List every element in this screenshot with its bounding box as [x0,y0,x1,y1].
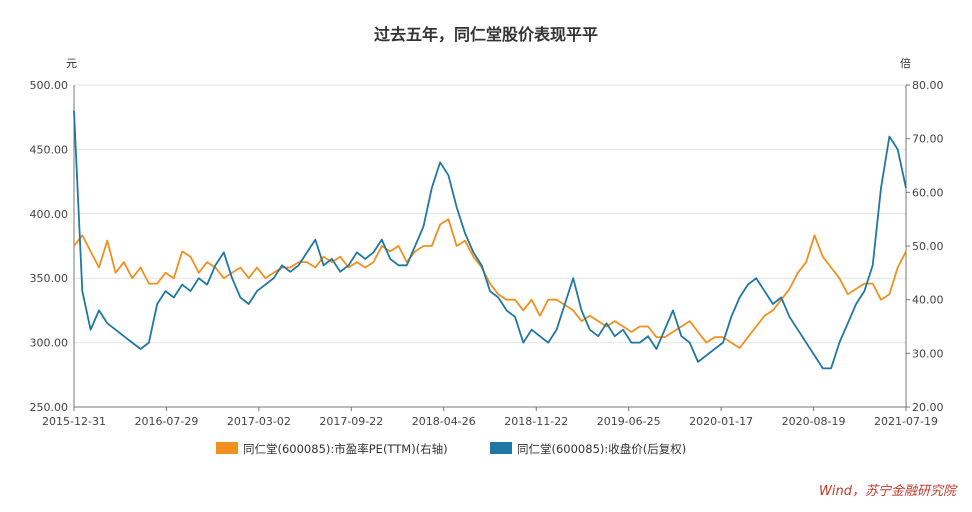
source-label: Wind，苏宁金融研究院 [819,483,958,499]
right-tick-label: 20.00 [912,401,944,414]
x-tick-label: 2017-09-22 [319,415,383,428]
axis-layer: 250.00 300.00 350.00 400.00 450.00 500.00 20.0… [30,79,944,428]
legend-swatch-pe [216,442,238,454]
series-line-price [73,110,907,370]
x-tick-label: 2021-07-19 [874,415,938,428]
series-layer [73,110,907,370]
right-tick-label: 60.00 [912,186,944,199]
x-tick-label: 2016-07-29 [134,415,198,428]
right-tick-label: 80.00 [912,79,944,92]
right-tick-label: 30.00 [912,347,944,360]
legend-label-pe: 同仁堂(600085):市盈率PE(TTM)(右轴) [243,442,448,456]
x-tick-label: 2018-04-26 [412,415,476,428]
left-tick-label: 400.00 [30,208,69,221]
x-tick-label: 2015-12-31 [42,415,106,428]
left-axis-unit: 元 [66,57,77,70]
chart-title: 过去五年，同仁堂股价表现平平 [374,25,598,44]
left-tick-label: 300.00 [30,337,69,350]
x-tick-label: 2020-01-17 [689,415,753,428]
right-axis-unit: 倍 [900,56,911,70]
x-tick-label: 2018-11-22 [504,415,568,428]
left-tick-label: 250.00 [30,401,69,414]
x-tick-label: 2019-06-25 [597,415,661,428]
left-tick-label: 450.00 [30,143,69,156]
legend: 同仁堂(600085):市盈率PE(TTM)(右轴) 同仁堂(600085):收… [216,442,686,456]
x-tick-label: 2020-08-19 [782,415,846,428]
right-tick-label: 70.00 [912,133,944,146]
series-line-pe [73,218,907,349]
legend-label-price: 同仁堂(600085):收盘价(后复权) [517,442,686,456]
right-tick-label: 50.00 [912,240,944,253]
legend-swatch-price [490,442,512,454]
x-tick-label: 2017-03-02 [227,415,291,428]
right-tick-label: 40.00 [912,294,944,307]
grid-layer [74,84,906,344]
left-tick-label: 500.00 [30,79,69,92]
left-tick-label: 350.00 [30,272,69,285]
